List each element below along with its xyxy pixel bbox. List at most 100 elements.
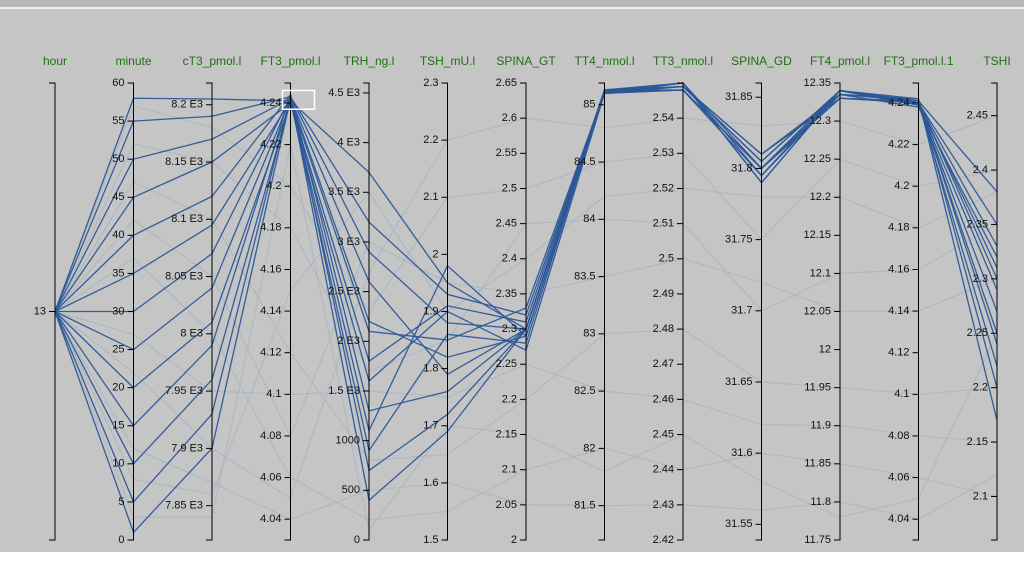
- tick-label: 2.25: [496, 358, 517, 370]
- tick-label: 1.5 E3: [328, 385, 360, 397]
- tick-label: 2.49: [653, 288, 674, 300]
- tick-label: 1.5: [423, 534, 438, 546]
- tick-label: 2.5: [502, 182, 517, 194]
- tick-label: 2.4: [973, 164, 988, 176]
- tick-label: 8.2 E3: [171, 99, 203, 111]
- axis-title: TT3_nmol.l: [653, 54, 713, 68]
- tick-label: 4.06: [260, 471, 281, 483]
- tick-label: 45: [112, 191, 124, 203]
- tick-label: 84.5: [574, 156, 595, 168]
- tick-label: 4.16: [888, 263, 909, 275]
- tick-label: 11.85: [804, 458, 831, 470]
- tick-label: 8.05 E3: [165, 270, 203, 282]
- tick-label: 2.44: [653, 464, 674, 476]
- tick-label: 4 E3: [337, 137, 360, 149]
- axis-line: [755, 82, 762, 541]
- tick-label: 83: [583, 328, 595, 340]
- tick-label: 1.8: [423, 363, 438, 375]
- tick-label: 50: [112, 153, 124, 165]
- tick-label: 11.95: [804, 382, 831, 394]
- tick-label: 2.55: [496, 147, 517, 159]
- tick-label: 55: [112, 115, 124, 127]
- tick-label: 2.5: [659, 253, 674, 265]
- tick-label: 4.24: [260, 97, 281, 109]
- axis-title: TRH_ng.l: [344, 54, 395, 68]
- tick-label: 31.55: [725, 518, 753, 530]
- tick-label: 4.12: [260, 347, 281, 359]
- tick-label: 12.15: [803, 229, 831, 241]
- tick-label: 3 E3: [337, 236, 360, 248]
- tick-label: 85: [583, 99, 595, 111]
- tick-label: 2.6: [502, 112, 517, 124]
- axis-title: TSH_mU.l: [420, 54, 475, 68]
- tick-label: 500: [342, 484, 360, 496]
- tick-label: 2.05: [496, 499, 517, 511]
- brush: [281, 89, 316, 110]
- tick-label: 2.25: [967, 327, 988, 339]
- axis-line: [206, 82, 213, 541]
- axis-title: SPINA_GD: [731, 54, 792, 68]
- tick-label: 4.04: [888, 513, 909, 525]
- tick-label: 2.4: [502, 253, 517, 265]
- tick-label: 2.45: [653, 428, 674, 440]
- tick-label: 2.51: [653, 218, 674, 230]
- tick-label: 82.5: [574, 385, 595, 397]
- tick-label: 2.35: [967, 218, 988, 230]
- tick-label: 2.15: [967, 436, 988, 448]
- axis-title: FT4_pmol.l: [810, 54, 870, 68]
- tick-label: 2.52: [653, 182, 674, 194]
- tick-label: 31.6: [731, 447, 752, 459]
- tick-label: 3.5 E3: [328, 186, 360, 198]
- tick-label: 7.9 E3: [171, 442, 203, 454]
- axis-title: TSHI: [983, 54, 1010, 68]
- tick-label: 4.22: [260, 139, 281, 151]
- tick-label: 2.48: [653, 323, 674, 335]
- tick-label: 12: [819, 343, 831, 355]
- tick-label: 12.25: [803, 153, 831, 165]
- tick-label: 2 E3: [337, 335, 360, 347]
- tick-label: 4.14: [888, 305, 909, 317]
- tick-label: 31.85: [725, 91, 753, 103]
- tick-label: 31.65: [725, 376, 753, 388]
- tick-label: 11.8: [810, 496, 831, 508]
- tick-label: 0: [118, 534, 124, 546]
- tick-label: 4.14: [260, 305, 281, 317]
- tick-label: 60: [112, 77, 124, 89]
- tick-label: 4.1: [266, 388, 281, 400]
- tick-label: 2.54: [653, 112, 674, 124]
- top-bar: [0, 0, 1024, 7]
- tick-label: 1.6: [423, 477, 438, 489]
- tick-label: 2.35: [496, 288, 517, 300]
- tick-label: 8 E3: [180, 328, 203, 340]
- tick-label: 2.3: [423, 77, 438, 89]
- tick-label: 2.1: [423, 191, 438, 203]
- tick-label: 4.16: [260, 263, 281, 275]
- tick-label: 4.2: [894, 180, 909, 192]
- tick-label: 4.12: [888, 347, 909, 359]
- tick-label: 2.45: [967, 110, 988, 122]
- tick-label: 12.3: [810, 115, 831, 127]
- tick-label: 2.2: [423, 134, 438, 146]
- tick-label: 2.5 E3: [328, 286, 360, 298]
- tick-label: 31.7: [731, 305, 752, 317]
- tick-label: 2.2: [973, 382, 988, 394]
- tick-label: 2.3: [502, 323, 517, 335]
- tick-label: 4.5 E3: [328, 87, 360, 99]
- tick-label: 8.15 E3: [165, 156, 203, 168]
- tick-label: 7.85 E3: [165, 500, 203, 512]
- axis-line: [991, 82, 998, 541]
- axes: hour13minute051015202530354045505560cT3_…: [34, 54, 1011, 546]
- tick-label: 83.5: [574, 270, 595, 282]
- tick-label: 4.24: [888, 97, 909, 109]
- tick-label: 2.53: [653, 147, 674, 159]
- tick-label: 4.2: [266, 180, 281, 192]
- axis-title: TT4_nmol.l: [574, 54, 634, 68]
- axis-title: hour: [43, 54, 67, 68]
- tick-label: 35: [112, 267, 124, 279]
- tick-label: 2.47: [653, 358, 674, 370]
- tick-label: 4.06: [888, 471, 909, 483]
- tick-label: 4.04: [260, 513, 281, 525]
- tick-label: 2.3: [973, 273, 988, 285]
- tick-label: 82: [583, 442, 595, 454]
